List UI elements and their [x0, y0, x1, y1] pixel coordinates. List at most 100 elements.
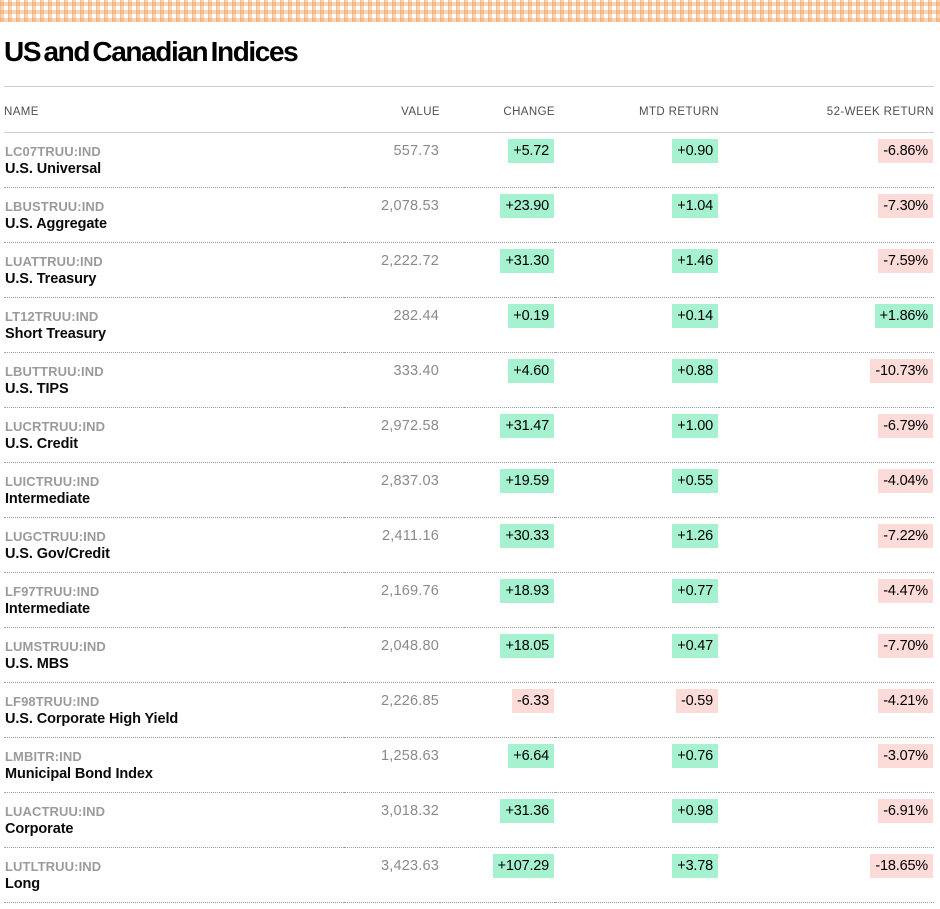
- ticker-label: LUCRTRUU:IND: [5, 419, 106, 434]
- mtd-return-cell: +1.46: [555, 242, 719, 298]
- value-cell: 2,048.80: [344, 627, 440, 683]
- column-header-name: NAME: [4, 86, 344, 133]
- index-name-cell: LUTLTRUU:IND Long: [4, 847, 344, 903]
- value-cell: 2,078.53: [344, 187, 440, 243]
- mtd-return-cell: +0.98: [555, 792, 719, 848]
- change-badge: +0.19: [508, 304, 554, 328]
- mtd-return-badge: +0.14: [672, 304, 718, 328]
- index-name-cell: LC07TRUU:IND U.S. Universal: [4, 132, 344, 188]
- change-cell: +30.33: [440, 517, 555, 573]
- index-name-label: Intermediate: [5, 601, 91, 617]
- mtd-return-cell: -0.59: [555, 682, 719, 738]
- value-cell: 282.44: [344, 297, 440, 353]
- ticker-label: LF97TRUU:IND: [5, 584, 100, 599]
- ticker-label: LBUTTRUU:IND: [5, 364, 104, 379]
- week52-return-badge: -6.79%: [878, 414, 933, 438]
- mtd-return-badge: +0.98: [672, 799, 718, 823]
- index-name-label: U.S. Credit: [5, 436, 79, 452]
- change-badge: +23.90: [500, 194, 554, 218]
- table-row: LMBITR:IND Municipal Bond Index 1,258.63 +6…: [4, 737, 934, 793]
- mtd-return-cell: +3.78: [555, 847, 719, 903]
- change-cell: +4.60: [440, 352, 555, 408]
- week52-return-cell: -6.91%: [719, 792, 934, 848]
- week52-return-cell: -10.73%: [719, 352, 934, 408]
- week52-return-cell: -7.30%: [719, 187, 934, 243]
- index-name-label: Intermediate: [5, 491, 91, 507]
- index-name-cell: LUMSTRUU:IND U.S. MBS: [4, 627, 344, 683]
- table-body: LC07TRUU:IND U.S. Universal 557.73 +5.72 +0.…: [4, 132, 934, 903]
- week52-return-badge: +1.86%: [874, 304, 933, 328]
- change-badge: +19.59: [500, 469, 554, 493]
- change-badge: +107.29: [492, 854, 554, 878]
- ticker-label: LUATTRUU:IND: [5, 254, 103, 269]
- value-cell: 333.40: [344, 352, 440, 408]
- value-cell: 557.73: [344, 132, 440, 188]
- change-cell: -6.33: [440, 682, 555, 738]
- change-cell: +0.19: [440, 297, 555, 353]
- ticker-label: LUMSTRUU:IND: [5, 639, 106, 654]
- table-row: LUTLTRUU:IND Long 3,423.63 +107.29 +3.78 -18.…: [4, 847, 934, 903]
- table-row: LC07TRUU:IND U.S. Universal 557.73 +5.72 +0.…: [4, 132, 934, 188]
- indices-table: NAME VALUE CHANGE MTD RETURN 52-WEEK RETURN …: [4, 86, 934, 903]
- mtd-return-cell: +1.00: [555, 407, 719, 463]
- change-cell: +31.30: [440, 242, 555, 298]
- week52-return-cell: +1.86%: [719, 297, 934, 353]
- value-cell: 3,423.63: [344, 847, 440, 903]
- table-row: LT12TRUU:IND Short Treasury 282.44 +0.19 +0.…: [4, 297, 934, 353]
- index-name-label: U.S. Treasury: [5, 271, 97, 287]
- decorative-plaid-banner: [0, 0, 940, 22]
- mtd-return-cell: +0.14: [555, 297, 719, 353]
- mtd-return-badge: +1.46: [672, 249, 718, 273]
- ticker-label: LMBITR:IND: [5, 749, 82, 764]
- week52-return-cell: -6.86%: [719, 132, 934, 188]
- index-name-cell: LF98TRUU:IND U.S. Corporate High Yield: [4, 682, 344, 738]
- table-row: LUACTRUU:IND Corporate 3,018.32 +31.36 +0.98…: [4, 792, 934, 848]
- change-badge: +31.36: [500, 799, 554, 823]
- column-header-change: CHANGE: [440, 86, 555, 133]
- index-name-cell: LUICTRUU:IND Intermediate: [4, 462, 344, 518]
- index-name-cell: LUCRTRUU:IND U.S. Credit: [4, 407, 344, 463]
- change-badge: +30.33: [500, 524, 554, 548]
- table-row: LUGCTRUU:IND U.S. Gov/Credit 2,411.16 +30.3…: [4, 517, 934, 573]
- table-row: LF98TRUU:IND U.S. Corporate High Yield 2,2…: [4, 682, 934, 738]
- column-header-mtd-return: MTD RETURN: [555, 86, 719, 133]
- index-name-cell: LUATTRUU:IND U.S. Treasury: [4, 242, 344, 298]
- index-name-label: U.S. Aggregate: [5, 216, 107, 232]
- table-row: LBUSTRUU:IND U.S. Aggregate 2,078.53 +23.90…: [4, 187, 934, 243]
- change-cell: +18.05: [440, 627, 555, 683]
- week52-return-badge: -18.65%: [870, 854, 933, 878]
- mtd-return-badge: +0.76: [672, 744, 718, 768]
- mtd-return-cell: +0.76: [555, 737, 719, 793]
- change-badge: -6.33: [511, 689, 554, 713]
- ticker-label: LUACTRUU:IND: [5, 804, 106, 819]
- index-name-cell: LUACTRUU:IND Corporate: [4, 792, 344, 848]
- index-name-cell: LF97TRUU:IND Intermediate: [4, 572, 344, 628]
- week52-return-badge: -4.04%: [878, 469, 933, 493]
- value-cell: 2,169.76: [344, 572, 440, 628]
- week52-return-badge: -10.73%: [870, 359, 933, 383]
- index-name-label: U.S. MBS: [5, 656, 69, 672]
- mtd-return-badge: +0.88: [672, 359, 718, 383]
- week52-return-badge: -3.07%: [878, 744, 933, 768]
- indices-section: US and Canadian Indices NAME VALUE CHANGE M…: [4, 37, 934, 903]
- page-title: US and Canadian Indices: [4, 36, 299, 67]
- week52-return-cell: -7.70%: [719, 627, 934, 683]
- ticker-label: LC07TRUU:IND: [5, 144, 101, 159]
- ticker-label: LF98TRUU:IND: [5, 694, 100, 709]
- week52-return-cell: -4.04%: [719, 462, 934, 518]
- mtd-return-cell: +0.77: [555, 572, 719, 628]
- table-row: LBUTTRUU:IND U.S. TIPS 333.40 +4.60 +0.88 -10…: [4, 352, 934, 408]
- change-cell: +19.59: [440, 462, 555, 518]
- table-row: LUMSTRUU:IND U.S. MBS 2,048.80 +18.05 +0.47 -…: [4, 627, 934, 683]
- ticker-label: LUICTRUU:IND: [5, 474, 100, 489]
- column-header-value: VALUE: [344, 86, 440, 133]
- table-row: LUATTRUU:IND U.S. Treasury 2,222.72 +31.30 +…: [4, 242, 934, 298]
- week52-return-cell: -4.21%: [719, 682, 934, 738]
- change-badge: +18.05: [500, 634, 554, 658]
- mtd-return-badge: +1.04: [672, 194, 718, 218]
- mtd-return-cell: +0.55: [555, 462, 719, 518]
- change-cell: +31.47: [440, 407, 555, 463]
- mtd-return-badge: -0.59: [675, 689, 718, 713]
- index-name-label: Municipal Bond Index: [5, 766, 153, 782]
- value-cell: 2,411.16: [344, 517, 440, 573]
